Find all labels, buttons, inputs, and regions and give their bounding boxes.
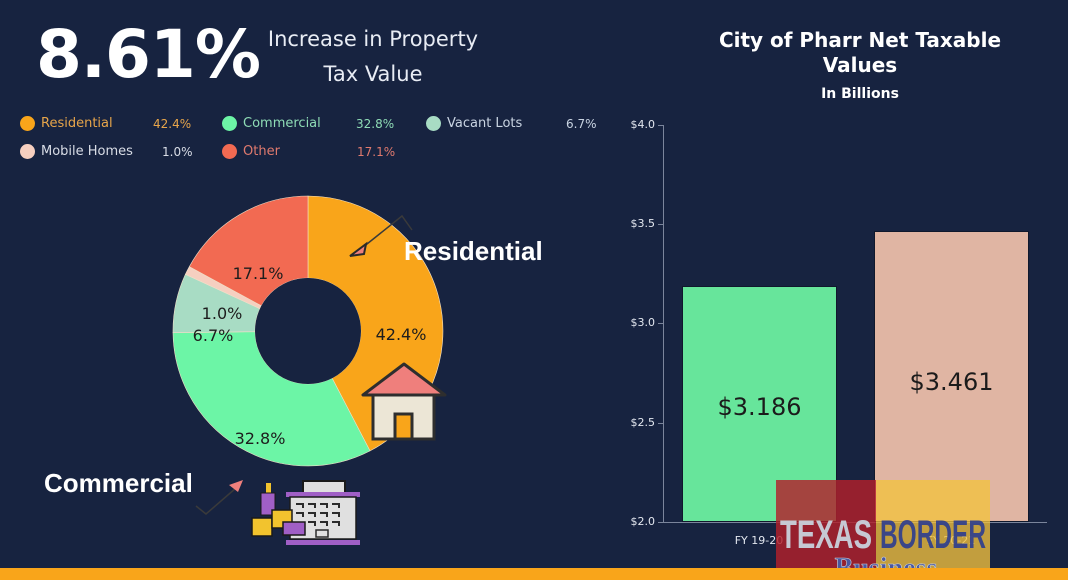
- legend-value: 6.7%: [566, 117, 597, 131]
- bottom-accent-strip: [0, 568, 1068, 580]
- donut-label-commercial: 32.8%: [235, 429, 286, 448]
- legend-item-vacant-lots: Vacant Lots: [426, 116, 522, 131]
- bar-fy-20-21: $3.461: [874, 231, 1029, 522]
- y-tick-label: $3.0: [630, 316, 656, 329]
- headline-text: Increase in Property Tax Value: [258, 22, 488, 92]
- legend-dot-icon: [20, 144, 35, 159]
- callout-commercial: Commercial: [44, 468, 193, 498]
- headline-line-1: Increase in Property: [267, 27, 479, 51]
- bar-chart-subtitle: In Billions: [821, 86, 899, 102]
- legend-value: 1.0%: [162, 145, 193, 159]
- legend-label: Commercial: [243, 116, 321, 131]
- y-tick-mark: [658, 125, 663, 126]
- commercial-arrow-icon: [195, 480, 243, 515]
- y-tick-mark: [658, 323, 663, 324]
- legend-value: 32.8%: [356, 117, 395, 131]
- bar-value-label: $3.461: [909, 368, 994, 396]
- callout-residential: Residential: [404, 236, 543, 266]
- donut-hole: [255, 278, 361, 384]
- legend-value: 42.4%: [153, 117, 192, 131]
- logo-word-texas: TEXAS: [780, 513, 872, 557]
- x-tick-label: FY 19-20: [734, 534, 784, 547]
- legend-dot-icon: [222, 144, 237, 159]
- logo-word-border: BORDER: [880, 513, 986, 557]
- y-axis-line: [663, 125, 664, 522]
- donut-label-mobile-homes: 1.0%: [202, 304, 243, 323]
- headline-line-2: Tax Value: [323, 62, 423, 86]
- y-tick-label: $2.5: [630, 416, 656, 429]
- donut-chart: 42.4% 32.8% 6.7% 1.0% 17.1%: [172, 195, 447, 545]
- bar-chart-title-line-1: City of Pharr Net Taxable: [718, 28, 1002, 52]
- texas-border-business-logo: TEXAS BORDER Business: [776, 480, 990, 580]
- y-tick-label: $4.0: [630, 118, 656, 131]
- residential-arrow-icon: [349, 214, 413, 257]
- legend-dot-icon: [20, 116, 35, 131]
- y-tick-label: $2.0: [630, 515, 656, 528]
- y-tick-mark: [658, 224, 663, 225]
- house-icon: [361, 362, 447, 441]
- legend-label: Other: [243, 144, 280, 159]
- legend-dot-icon: [222, 116, 237, 131]
- bar-value-label: $3.186: [717, 393, 802, 421]
- donut-label-vacant-lots: 6.7%: [193, 326, 234, 345]
- donut-label-other: 17.1%: [233, 264, 284, 283]
- legend-label: Residential: [41, 116, 113, 131]
- legend-value: 17.1%: [357, 145, 396, 159]
- office-building-icon: [251, 480, 360, 545]
- y-tick-mark: [658, 522, 663, 523]
- legend-label: Vacant Lots: [447, 116, 523, 131]
- legend-item-other: Other: [222, 144, 280, 159]
- legend-item-mobile-homes: Mobile Homes: [20, 144, 133, 159]
- donut-label-residential: 42.4%: [376, 325, 427, 344]
- y-tick-label: $3.5: [630, 217, 656, 230]
- legend-label: Mobile Homes: [41, 144, 133, 159]
- legend-item-commercial: Commercial: [222, 116, 321, 131]
- bar-chart-title-line-2: Values: [822, 53, 898, 77]
- bar-chart-title: City of Pharr Net Taxable Values: [700, 28, 1020, 78]
- headline-percent: 8.61%: [36, 16, 261, 93]
- legend-item-residential: Residential: [20, 116, 113, 131]
- legend-dot-icon: [426, 116, 441, 131]
- y-tick-mark: [658, 423, 663, 424]
